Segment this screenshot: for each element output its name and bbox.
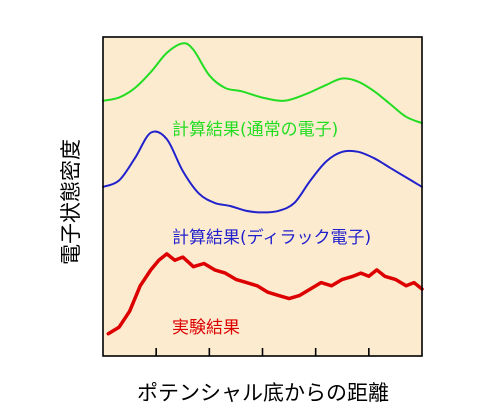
series-lines	[102, 42, 424, 336]
series-line-dirac-electron	[102, 130, 423, 214]
series-line-normal-electron	[102, 42, 423, 125]
series-label-dirac-electron: 計算結果(ディラック電子)	[172, 227, 371, 248]
series-label-normal-electron: 計算結果(通常の電子)	[172, 120, 338, 140]
plot-background	[103, 37, 422, 356]
y-axis-label: 電子状態密度	[59, 139, 83, 265]
series-label-experiment: 実験結果	[172, 318, 240, 338]
x-ticks	[155, 348, 370, 356]
x-axis-label: ポテンシャル底からの距離	[137, 381, 389, 405]
series-line-experiment	[106, 252, 424, 336]
